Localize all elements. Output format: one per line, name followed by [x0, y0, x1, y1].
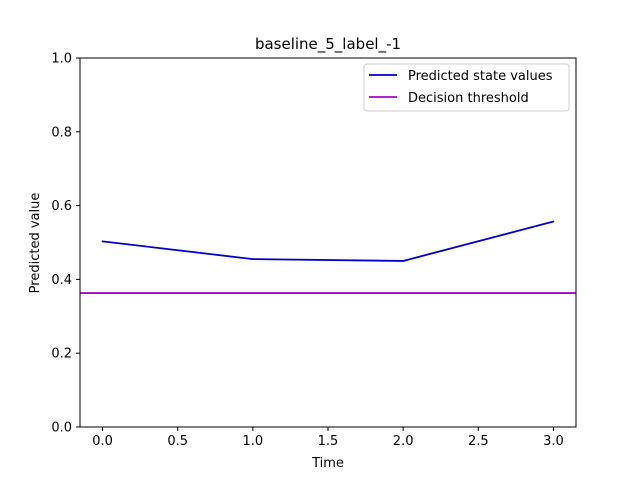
legend-box [363, 63, 570, 112]
x-tick-label: 2.0 [393, 434, 414, 449]
y-tick-label: 1.0 [51, 52, 72, 67]
y-tick-label: 0.2 [51, 347, 72, 362]
x-tick-label: 1.0 [243, 434, 264, 449]
y-tick-label: 0.6 [51, 199, 72, 214]
y-axis-ticks: 0.0 0.2 0.4 0.6 0.8 1.0 [51, 52, 80, 436]
data-point [402, 260, 405, 262]
x-axis-ticks: 0.0 0.5 1.0 1.5 2.0 2.5 3.0 [92, 427, 564, 449]
series-line-predicted-state-values [102, 220, 554, 262]
plot-layer [80, 220, 576, 294]
x-tick-label: 0.0 [92, 434, 113, 449]
legend: Predicted state values Decision threshol… [363, 63, 570, 112]
data-point [101, 240, 104, 243]
y-tick-label: 0.8 [51, 125, 72, 140]
x-tick-label: 1.5 [318, 434, 339, 449]
x-tick-label: 3.0 [543, 434, 564, 449]
chart-title: baseline_5_label_-1 [255, 35, 401, 54]
x-axis-label: Time [311, 456, 344, 471]
data-point [251, 258, 254, 261]
x-tick-label: 2.5 [468, 434, 489, 449]
legend-label-decision-threshold: Decision threshold [408, 91, 529, 106]
data-point [552, 220, 555, 223]
x-tick-label: 0.5 [167, 434, 188, 449]
y-tick-label: 0.4 [51, 273, 72, 288]
legend-label-predicted-state-values: Predicted state values [408, 69, 553, 84]
y-axis-label: Predicted value [28, 193, 43, 294]
y-tick-label: 0.0 [51, 421, 72, 436]
